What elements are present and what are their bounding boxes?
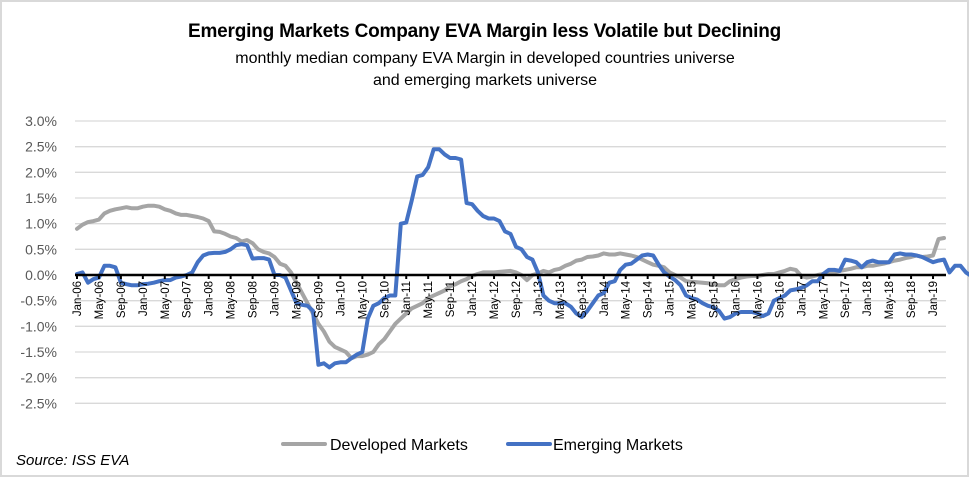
x-tick-label: Sep-07 (182, 281, 194, 318)
legend-item-developed-markets: Developed Markets (281, 437, 468, 454)
x-tick-label: Sep-16 (774, 281, 786, 318)
y-tick-label: 0.0% (25, 267, 57, 283)
y-tick-label: -1.0% (20, 318, 57, 334)
x-tick-label: Jan-16 (731, 281, 743, 316)
x-tick-label: Sep-10 (379, 281, 391, 318)
y-tick-label: 2.5% (25, 139, 57, 155)
y-tick-label: -2.0% (20, 370, 57, 386)
x-tick-label: Jan-10 (335, 281, 347, 316)
y-tick-label: 1.5% (25, 190, 57, 206)
x-tick-label: May-17 (818, 281, 830, 319)
x-tick-label: Jan-12 (467, 281, 479, 316)
x-tick-label: Jan-15 (665, 281, 677, 316)
x-tick-label: May-07 (160, 281, 172, 319)
x-tick-label: May-12 (489, 281, 501, 319)
legend-item-emerging-markets: Emerging Markets (506, 437, 683, 454)
x-tick-label: Jan-06 (72, 281, 84, 316)
y-tick-label: -1.5% (20, 344, 57, 360)
y-tick-label: 2.0% (25, 164, 57, 180)
y-tick-label: -2.5% (20, 395, 57, 411)
legend-label: Emerging Markets (553, 437, 683, 454)
x-tick-label: May-15 (687, 281, 699, 319)
x-tick-label: Sep-12 (511, 281, 523, 318)
x-tick-label: Sep-18 (906, 281, 918, 318)
x-tick-label: Sep-14 (643, 280, 655, 318)
x-tick-label: May-10 (357, 281, 369, 319)
y-tick-label: -0.5% (20, 293, 57, 309)
x-axis (75, 273, 946, 279)
x-tick-label: Sep-17 (840, 281, 852, 318)
x-tick-label: Sep-06 (116, 281, 128, 318)
chart-title: Emerging Markets Company EVA Margin less… (187, 21, 782, 42)
series-lines (75, 147, 969, 370)
x-tick-label: May-14 (621, 280, 633, 319)
x-tick-label: Jan-17 (796, 281, 808, 316)
x-tick-label: May-11 (423, 281, 435, 319)
x-tick-label: Jan-07 (138, 281, 150, 316)
x-tick-label: Sep-11 (445, 281, 457, 317)
gridlines (75, 120, 946, 404)
x-tick-label: Jan-19 (928, 281, 940, 316)
x-tick-label: May-08 (226, 281, 238, 319)
x-tick-label: Jan-08 (204, 281, 216, 316)
x-tick-label: Jan-09 (270, 281, 282, 316)
legend: Developed Markets Emerging Markets (281, 437, 683, 454)
x-tick-label: May-06 (94, 281, 106, 319)
source-note: Source: ISS EVA (16, 452, 130, 469)
x-tick-label: May-18 (884, 281, 896, 319)
x-tick-label: Sep-08 (248, 281, 260, 318)
x-tick-label: May-16 (752, 281, 764, 319)
chart-subtitle: monthly median company EVA Margin in dev… (235, 50, 735, 89)
y-tick-label: 0.5% (25, 241, 57, 257)
x-tick-label: Jan-18 (862, 281, 874, 316)
x-axis-tick-labels: Jan-06 May-06 Sep-06 Jan-07 May-07 Sep-07 Jan-… (72, 280, 940, 319)
x-tick-label: Jan-14 (599, 280, 611, 316)
x-tick-label: May-13 (555, 281, 567, 319)
y-tick-label: 1.0% (25, 216, 57, 232)
y-tick-label: 3.0% (25, 113, 57, 129)
x-tick-label: Jan-13 (533, 281, 545, 316)
x-tick-label: Sep-15 (709, 281, 721, 318)
y-axis-tick-labels: 3.0% 2.5% 2.0% 1.5% 1.0% 0.5% 0.0% -0.5% -1.0% -1… (20, 113, 57, 411)
legend-label: Developed Markets (330, 437, 468, 454)
x-tick-label: Jan-11 (401, 281, 413, 315)
x-tick-label: May-09 (292, 281, 304, 319)
series-line-emerging-markets (75, 147, 969, 370)
x-tick-label: Sep-13 (577, 281, 589, 318)
x-tick-label: Sep-09 (313, 281, 325, 318)
